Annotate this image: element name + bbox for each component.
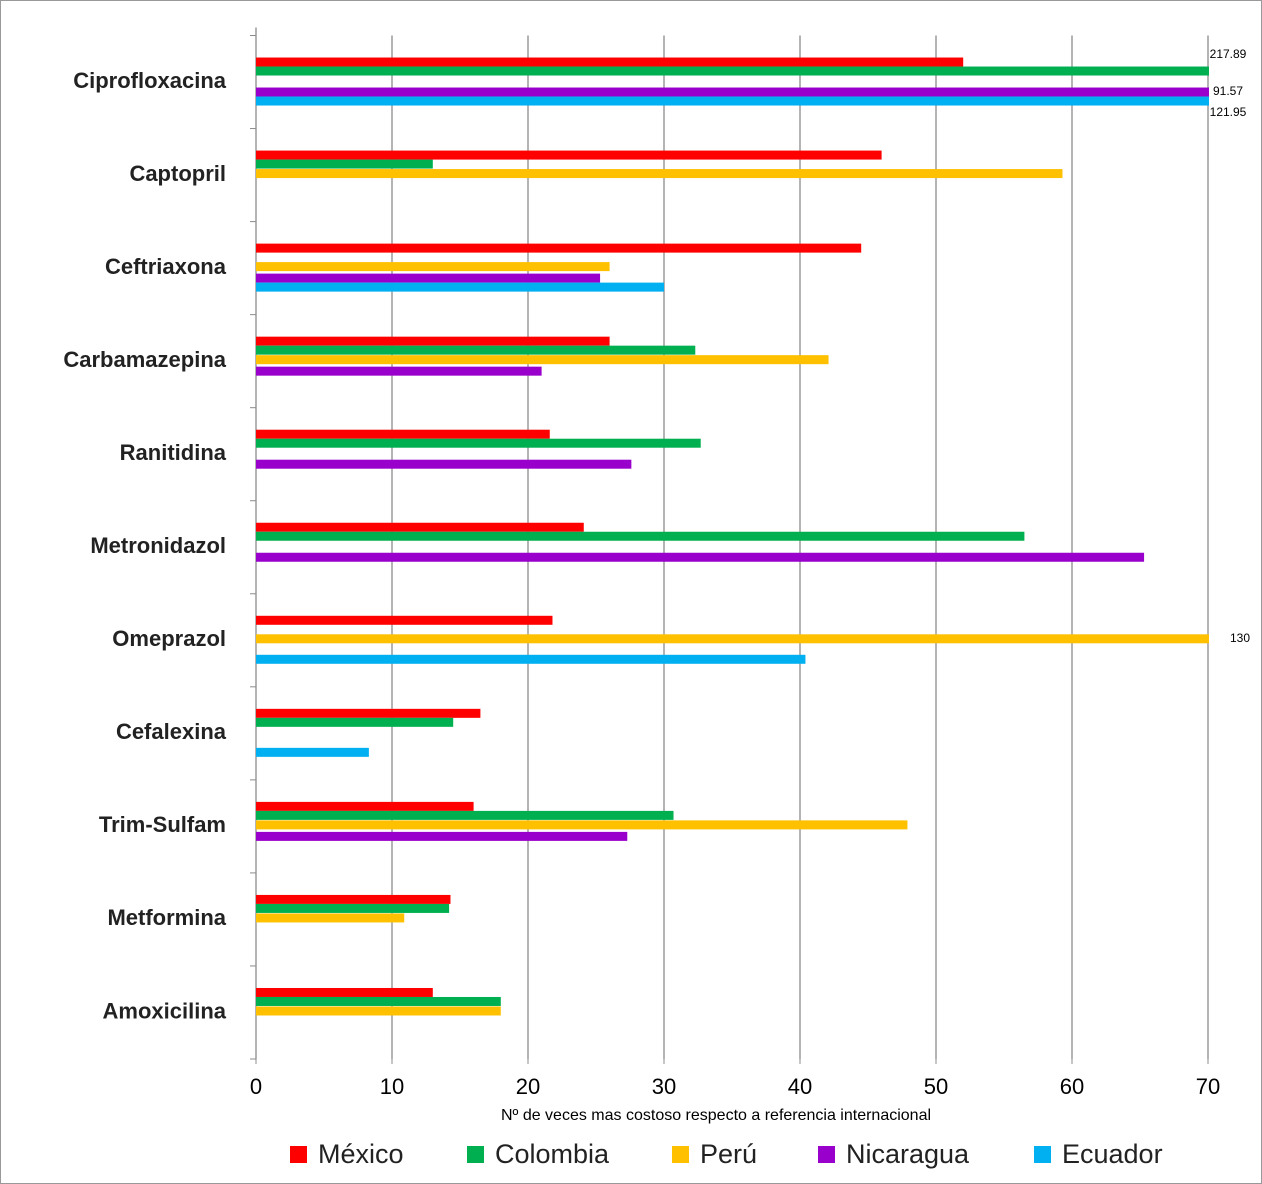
legend-swatch: [818, 1146, 835, 1163]
x-tick-label: 0: [250, 1074, 262, 1099]
bar: [256, 810, 674, 820]
bar: [256, 159, 433, 169]
data-label: 130: [1230, 631, 1250, 645]
bars: [256, 57, 1209, 1016]
data-label: 217.89: [1210, 47, 1247, 61]
legend-label: México: [318, 1139, 404, 1169]
bar: [256, 634, 1209, 644]
bar: [256, 913, 405, 923]
bar: [256, 522, 584, 532]
x-tick-label: 30: [652, 1074, 676, 1099]
x-tick-label: 40: [788, 1074, 812, 1099]
x-tick-label: 70: [1196, 1074, 1220, 1099]
bar: [256, 273, 601, 283]
bar: [256, 894, 451, 904]
bar: [256, 169, 1063, 179]
legend-swatch: [1034, 1146, 1051, 1163]
category-label: Trim-Sulfam: [99, 812, 226, 837]
bar: [256, 801, 474, 811]
bar: [256, 831, 628, 841]
category-label: Ranitidina: [120, 440, 227, 465]
bar: [256, 336, 610, 346]
legend-swatch: [467, 1146, 484, 1163]
legend-swatch: [290, 1146, 307, 1163]
legend-label: Ecuador: [1062, 1139, 1163, 1169]
category-label: Cefalexina: [116, 719, 227, 744]
legend-swatch: [672, 1146, 689, 1163]
category-label: Omeprazol: [112, 626, 226, 651]
bar: [256, 1006, 501, 1016]
bar: [256, 282, 664, 292]
grid: [250, 27, 1209, 1064]
bar: [256, 345, 696, 355]
bar: [256, 87, 1209, 97]
bar: [256, 654, 806, 664]
legend-label: Perú: [700, 1139, 757, 1169]
bar: [256, 708, 481, 718]
category-label: Metronidazol: [90, 533, 226, 558]
bar: [256, 747, 369, 757]
bar: [256, 355, 829, 365]
category-label: Amoxicilina: [103, 998, 227, 1023]
x-tick-label: 60: [1060, 1074, 1084, 1099]
bar: [256, 438, 701, 448]
bar: [256, 996, 501, 1006]
bar: [256, 987, 433, 997]
category-label: Ciprofloxacina: [73, 68, 227, 93]
legend-label: Nicaragua: [846, 1139, 970, 1169]
bar: [256, 903, 450, 913]
x-tick-label: 50: [924, 1074, 948, 1099]
x-tick-label: 10: [380, 1074, 404, 1099]
data-label: 91.57: [1213, 84, 1243, 98]
bar: [256, 531, 1025, 541]
legend-label: Colombia: [495, 1139, 610, 1169]
bar: [256, 96, 1209, 106]
x-axis-title: Nº de veces mas costoso respecto a refer…: [501, 1107, 931, 1124]
category-label: Captopril: [129, 161, 226, 186]
category-label: Carbamazepina: [63, 347, 226, 372]
bar: [256, 820, 908, 830]
bar: [256, 366, 542, 376]
bar: [256, 150, 882, 160]
category-label: Ceftriaxona: [105, 254, 227, 279]
bar: [256, 717, 454, 727]
bar: [256, 262, 610, 272]
labels: 0 10 20 30 40 50 60 70 Ciprofloxacina 217.89 91.57…: [63, 47, 1250, 1169]
category-label: Metformina: [107, 905, 226, 930]
data-label: 121.95: [1210, 105, 1247, 119]
bar: [256, 57, 964, 67]
bar: [256, 243, 862, 253]
bar: [256, 552, 1145, 562]
bar: [256, 429, 550, 439]
x-tick-label: 20: [516, 1074, 540, 1099]
bar: [256, 66, 1209, 76]
bar: [256, 459, 632, 469]
bar: [256, 615, 553, 625]
